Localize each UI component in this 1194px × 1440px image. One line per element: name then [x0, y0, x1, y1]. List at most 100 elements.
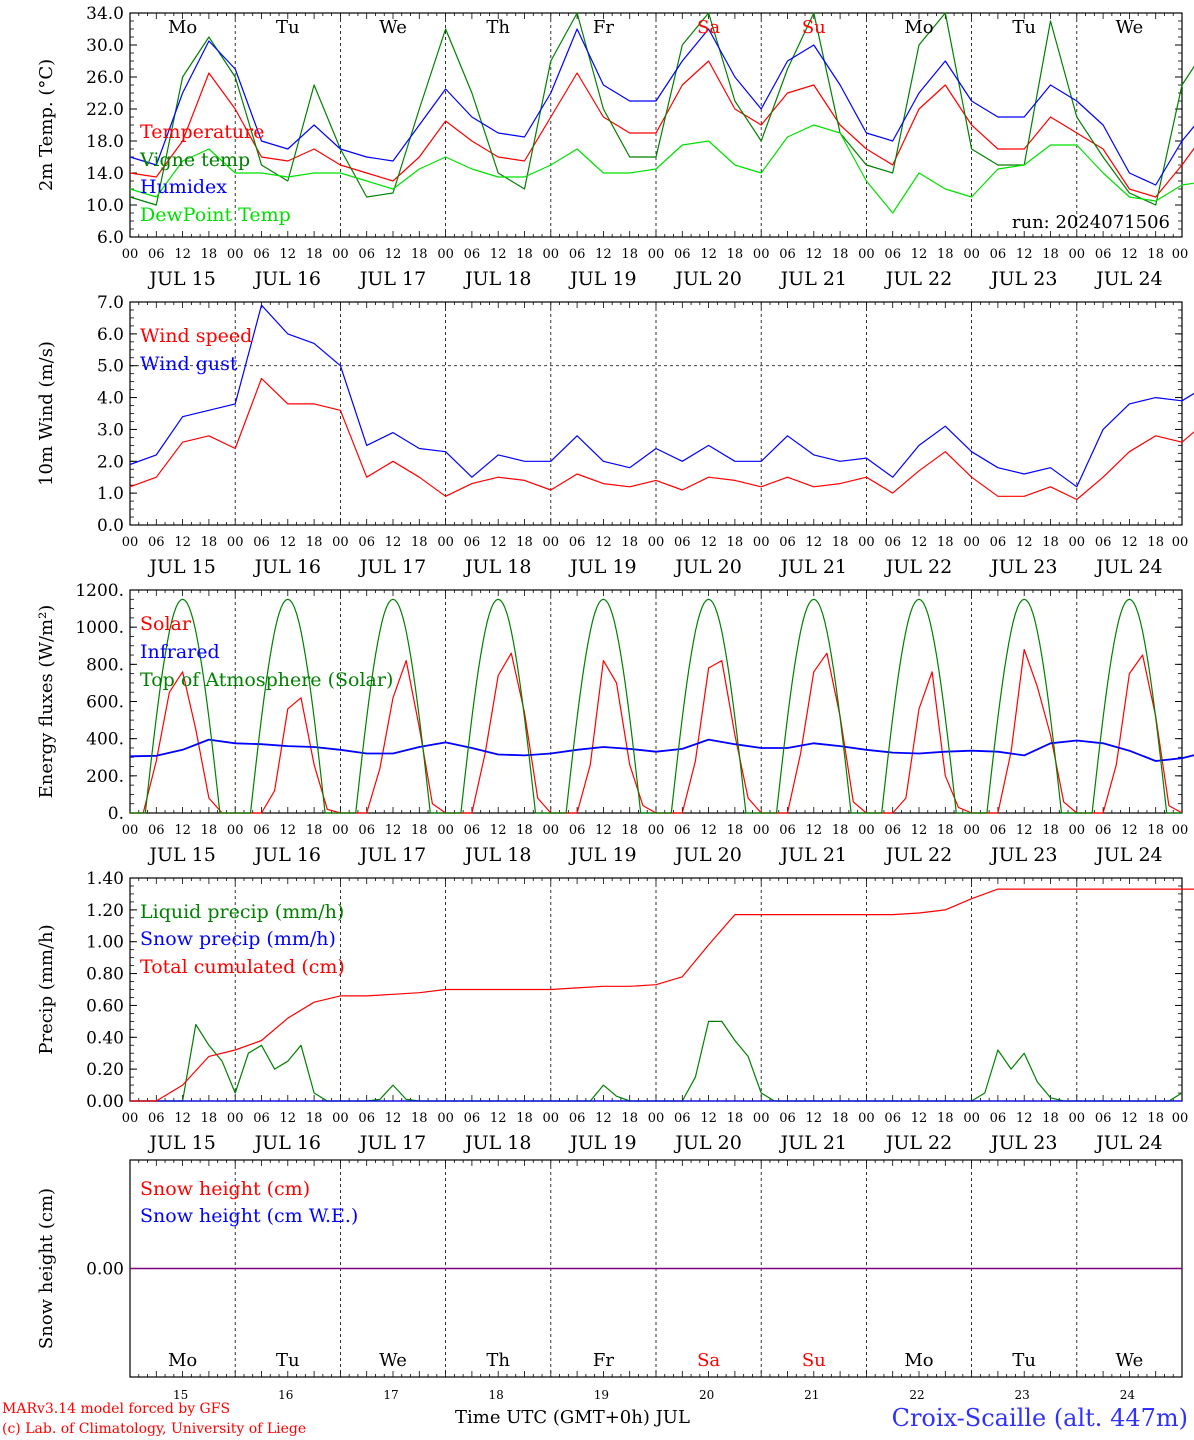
day-name-top: Tu [276, 17, 300, 38]
hour-label: 12 [595, 247, 612, 262]
hour-label: 18 [201, 247, 218, 262]
hour-label: 06 [884, 823, 901, 838]
day-number: 20 [699, 1388, 714, 1402]
hour-label: 06 [1095, 535, 1112, 550]
y-axis-label: 2m Temp. (°C) [36, 59, 57, 191]
day-name-top: Su [802, 17, 826, 38]
date-label: JUL 23 [989, 1132, 1057, 1154]
hour-label: 06 [148, 1111, 165, 1126]
hour-label: 00 [122, 823, 139, 838]
legend-entry: Snow height (cm W.E.) [140, 1205, 358, 1227]
day-name-bottom: Mo [904, 1350, 933, 1371]
hour-label: 06 [674, 247, 691, 262]
series-line-wind-gust [129, 304, 1194, 488]
y-tick-label: 2.0 [97, 452, 124, 472]
hour-label: 12 [174, 823, 191, 838]
date-label: JUL 22 [884, 268, 952, 290]
hour-label: 00 [332, 535, 349, 550]
hour-label: 00 [648, 1111, 665, 1126]
hour-label: 00 [1172, 247, 1189, 262]
hour-label: 06 [990, 1111, 1007, 1126]
hour-label: 18 [727, 247, 744, 262]
y-tick-label: 800. [86, 655, 124, 675]
hour-label: 12 [700, 247, 717, 262]
hour-label: 06 [253, 1111, 270, 1126]
plot-frame [129, 301, 1183, 526]
y-tick-label: 1.20 [86, 901, 124, 921]
date-label: JUL 20 [673, 556, 741, 578]
hour-label: 18 [201, 535, 218, 550]
hour-label: 00 [122, 247, 139, 262]
hour-label: 00 [753, 535, 770, 550]
date-label: JUL 19 [568, 1132, 636, 1154]
y-tick-label: 0.20 [86, 1060, 124, 1080]
hour-label: 18 [306, 247, 323, 262]
date-label: JUL 24 [1094, 556, 1162, 578]
hour-label: 12 [280, 247, 297, 262]
day-name-top: We [379, 17, 407, 38]
hour-label: 12 [700, 1111, 717, 1126]
date-label: JUL 21 [779, 556, 847, 578]
hour-label: 12 [174, 1111, 191, 1126]
hour-label: 00 [1172, 535, 1189, 550]
hour-label: 18 [306, 1111, 323, 1126]
y-tick-label: 600. [86, 693, 124, 713]
panel-5: 0.00 Snow height (cm) Snow height (cm) Snow… [36, 1159, 1183, 1402]
hour-label: 00 [543, 1111, 560, 1126]
hour-label: 06 [779, 1111, 796, 1126]
hour-label: 00 [1069, 535, 1086, 550]
hour-label: 18 [411, 535, 428, 550]
date-label: JUL 23 [989, 556, 1057, 578]
legend-entry: Solar [140, 613, 192, 635]
hour-label: 06 [990, 535, 1007, 550]
hour-label: 00 [437, 247, 454, 262]
date-label: JUL 15 [147, 1132, 215, 1154]
hour-label: 06 [569, 535, 586, 550]
legend-entry: Wind speed [140, 325, 252, 347]
hour-label: 00 [227, 1111, 244, 1126]
hour-label: 00 [648, 247, 665, 262]
hour-label: 06 [148, 247, 165, 262]
hour-label: 00 [858, 823, 875, 838]
x-axis-title: Time UTC (GMT+0h) JUL [455, 1407, 690, 1428]
hour-label: 06 [674, 1111, 691, 1126]
date-label: JUL 19 [568, 268, 636, 290]
y-tick-label: 1.00 [86, 933, 124, 953]
date-label: JUL 22 [884, 844, 952, 866]
hour-label: 18 [411, 823, 428, 838]
hour-label: 12 [1121, 535, 1138, 550]
hour-label: 18 [832, 247, 849, 262]
hour-label: 00 [122, 1111, 139, 1126]
date-label: JUL 23 [989, 268, 1057, 290]
hour-label: 06 [990, 823, 1007, 838]
hour-label: 06 [464, 823, 481, 838]
y-tick-label: 22.0 [86, 100, 124, 120]
day-name-bottom: Fr [593, 1350, 614, 1371]
day-name-top: Tu [1012, 17, 1036, 38]
panel-1: 34.0 30.0 26.0 22.0 18.0 14.0 10.0 6.0 2m Temp. … [36, 4, 1194, 290]
hour-label: 18 [516, 535, 533, 550]
hour-label: 12 [490, 535, 507, 550]
date-label: JUL 17 [358, 1132, 426, 1154]
hour-label: 00 [963, 823, 980, 838]
hour-label: 12 [595, 535, 612, 550]
hour-label: 12 [806, 247, 823, 262]
y-tick-label: 0.80 [86, 965, 124, 985]
day-number: 19 [594, 1388, 609, 1402]
hour-label: 18 [937, 1111, 954, 1126]
hour-label: 12 [280, 1111, 297, 1126]
plot-frame [129, 589, 1183, 814]
hour-label: 12 [911, 535, 928, 550]
run-label: run: 2024071506 [1012, 212, 1170, 233]
legend-entry: Liquid precip (mm/h) [140, 901, 344, 923]
hour-label: 06 [884, 247, 901, 262]
date-label: JUL 20 [673, 844, 741, 866]
day-name-bottom: Sa [697, 1350, 720, 1371]
day-name-bottom: Mo [168, 1350, 197, 1371]
series-line-humidex [129, 28, 1194, 186]
hour-label: 06 [358, 247, 375, 262]
y-axis-label: Snow height (cm) [36, 1188, 57, 1349]
hour-label: 12 [806, 535, 823, 550]
hour-label: 18 [1042, 823, 1059, 838]
